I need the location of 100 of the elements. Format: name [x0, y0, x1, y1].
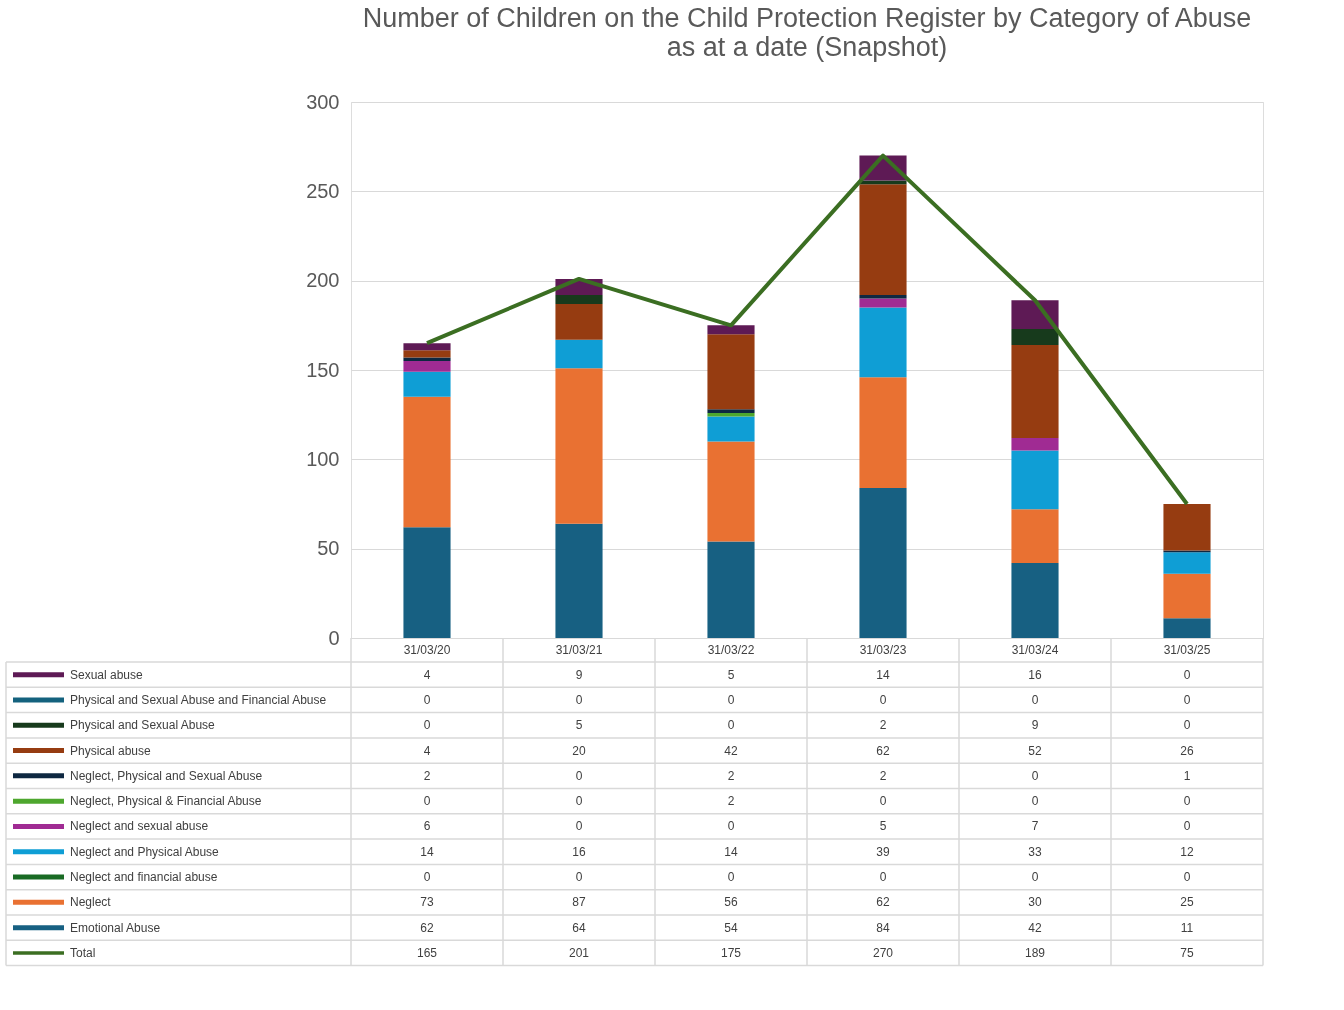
- bar: [555, 303, 603, 340]
- data-label: 0: [575, 819, 583, 834]
- data-label: 0: [1183, 819, 1191, 834]
- data-label: 62: [420, 920, 434, 935]
- y-tick-label: 50: [317, 537, 340, 560]
- bar: [1011, 437, 1059, 451]
- data-label: 0: [727, 692, 735, 707]
- legend-label: Neglect, Physical & Financial Abuse: [70, 794, 262, 809]
- data-label: 73: [420, 895, 434, 910]
- data-label: 0: [1031, 768, 1039, 783]
- data-label: 0: [1183, 870, 1191, 885]
- data-label: 4: [423, 743, 431, 758]
- legend-label: Neglect and Physical Abuse: [70, 844, 220, 859]
- data-label: 0: [423, 692, 431, 707]
- data-label: 9: [1031, 718, 1039, 733]
- y-tick-label: 150: [306, 358, 340, 381]
- bar: [403, 396, 451, 528]
- data-label: 33: [1028, 844, 1042, 859]
- data-label: 16: [1028, 667, 1042, 682]
- legend-label: Physical abuse: [70, 743, 152, 758]
- data-label: 87: [572, 895, 586, 910]
- data-label: 54: [724, 920, 738, 935]
- data-label: 25: [1180, 895, 1194, 910]
- bar: [403, 371, 451, 397]
- bar: [403, 361, 451, 372]
- legend-label: Neglect: [70, 895, 112, 910]
- data-label: 0: [1183, 692, 1191, 707]
- data-label: 2: [879, 768, 887, 783]
- bar: [403, 343, 451, 351]
- data-label: 62: [876, 743, 890, 758]
- bar: [707, 441, 755, 542]
- bar: [555, 368, 603, 524]
- data-label: 189: [1024, 945, 1046, 960]
- legend-label: Physical and Sexual Abuse and Financial Abuse: [70, 692, 327, 707]
- bar: [859, 294, 907, 299]
- data-label: 52: [1028, 743, 1042, 758]
- data-label: 42: [1028, 920, 1042, 935]
- bar: [555, 339, 603, 369]
- data-label: 1: [1183, 768, 1191, 783]
- data-label: 62: [876, 895, 890, 910]
- data-label: 14: [724, 844, 738, 859]
- data-label: 0: [1031, 692, 1039, 707]
- data-label: 0: [575, 870, 583, 885]
- data-label: 0: [1183, 667, 1191, 682]
- data-label: 5: [879, 819, 887, 834]
- data-label: 30: [1028, 895, 1042, 910]
- bar: [707, 416, 755, 442]
- data-label: 0: [575, 692, 583, 707]
- bar: [707, 541, 755, 638]
- y-tick-label: 300: [306, 90, 340, 113]
- legend-label: Neglect and financial abuse: [70, 870, 218, 885]
- y-tick-label: 0: [328, 626, 340, 649]
- data-label: 2: [727, 794, 735, 809]
- legend-label: Emotional Abuse: [70, 920, 161, 935]
- data-label: 0: [1183, 794, 1191, 809]
- bar: [1163, 618, 1211, 638]
- x-tick-label: 31/03/25: [1163, 642, 1211, 657]
- data-label: 0: [423, 718, 431, 733]
- data-label: 0: [575, 768, 583, 783]
- data-label: 9: [575, 667, 583, 682]
- data-label: 64: [572, 920, 586, 935]
- bar: [1011, 450, 1059, 510]
- data-label: 0: [879, 692, 887, 707]
- data-label: 0: [727, 819, 735, 834]
- bar: [1163, 552, 1211, 574]
- data-label: 175: [720, 945, 742, 960]
- data-label: 5: [727, 667, 735, 682]
- bar: [859, 487, 907, 638]
- x-tick-label: 31/03/23: [859, 642, 907, 657]
- bar: [403, 350, 451, 358]
- data-label: 270: [872, 945, 894, 960]
- line-series: [425, 153, 1189, 506]
- y-tick-label: 100: [306, 447, 340, 470]
- data-label: 42: [724, 743, 738, 758]
- legend-label: Physical and Sexual Abuse: [70, 718, 216, 733]
- x-tick-label: 31/03/21: [555, 642, 603, 657]
- bar: [707, 409, 755, 413]
- bar: [555, 294, 603, 304]
- data-label: 75: [1180, 945, 1194, 960]
- data-label: 2: [423, 768, 431, 783]
- data-label: 20: [572, 743, 586, 758]
- data-label: 2: [727, 768, 735, 783]
- bar: [859, 307, 907, 378]
- data-label: 12: [1180, 844, 1194, 859]
- x-tick-label: 31/03/20: [403, 642, 451, 657]
- data-label: 84: [876, 920, 890, 935]
- bar: [1011, 562, 1059, 638]
- bar: [555, 523, 603, 638]
- data-label: 39: [876, 844, 890, 859]
- data-label: 0: [727, 870, 735, 885]
- data-label: 5: [575, 718, 583, 733]
- data-label: 0: [423, 794, 431, 809]
- bar: [859, 184, 907, 295]
- data-label: 56: [724, 895, 738, 910]
- bar: [859, 298, 907, 308]
- text: as at a date (Snapshot): [666, 32, 948, 62]
- data-label: 16: [572, 844, 586, 859]
- bar: [403, 357, 451, 362]
- data-label: 2: [879, 718, 887, 733]
- bar: [1011, 509, 1059, 563]
